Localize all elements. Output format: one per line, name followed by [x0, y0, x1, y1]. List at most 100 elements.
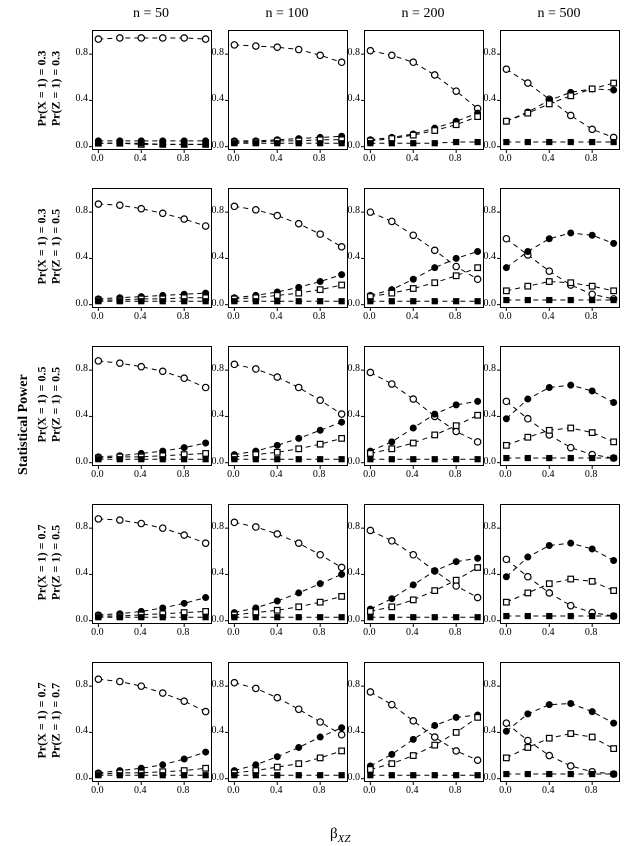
marker-filled_square [504, 455, 509, 460]
panel-svg [501, 189, 619, 307]
marker-filled_circle [453, 714, 459, 720]
marker-filled_square [182, 299, 187, 304]
marker-open_square [525, 590, 531, 596]
marker-filled_square [611, 297, 616, 302]
marker-filled_square [253, 141, 258, 146]
marker-filled_square [139, 141, 144, 146]
marker-filled_circle [611, 558, 617, 564]
panel [228, 30, 348, 150]
marker-filled_square [139, 299, 144, 304]
series-line-open_square [370, 717, 477, 769]
marker-open_square [453, 730, 459, 736]
x-tick-label: 0.8 [443, 469, 467, 480]
panel-svg [229, 663, 347, 781]
marker-open_circle [410, 552, 416, 558]
marker-open_circle [338, 244, 344, 250]
marker-filled_square [411, 457, 416, 462]
marker-open_square [504, 599, 510, 605]
marker-filled_circle [568, 230, 574, 236]
marker-open_circle [231, 679, 237, 685]
marker-filled_square [96, 773, 101, 778]
x-tick-label: 0.8 [171, 627, 195, 638]
series-line-filled_circle [98, 443, 205, 457]
marker-open_circle [568, 763, 574, 769]
marker-open_square [611, 588, 617, 594]
y-tick-label: 0.0 [472, 140, 496, 151]
panel-svg [93, 189, 211, 307]
marker-filled_square [182, 457, 187, 462]
series-line-filled_circle [370, 113, 477, 140]
y-tick-label: 0.0 [336, 614, 360, 625]
marker-filled_square [182, 615, 187, 620]
marker-open_circle [160, 368, 166, 374]
marker-filled_square [432, 457, 437, 462]
marker-open_circle [503, 66, 509, 72]
marker-filled_circle [389, 751, 395, 757]
marker-filled_circle [160, 605, 166, 611]
y-tick-label: 0.4 [200, 725, 224, 736]
panel [364, 504, 484, 624]
x-tick-label: 0.4 [128, 153, 152, 164]
marker-open_circle [546, 752, 552, 758]
panel [364, 188, 484, 308]
marker-open_circle [474, 439, 480, 445]
marker-filled_square [611, 139, 616, 144]
marker-open_circle [546, 268, 552, 274]
y-tick-label: 0.0 [472, 614, 496, 625]
x-tick-label: 0.0 [493, 153, 517, 164]
marker-filled_square [504, 771, 509, 776]
marker-filled_circle [546, 236, 552, 242]
panel [228, 346, 348, 466]
x-tick-label: 0.8 [443, 627, 467, 638]
marker-open_circle [181, 698, 187, 704]
y-tick-label: 0.8 [200, 47, 224, 58]
series-line-filled_circle [234, 728, 341, 771]
y-tick-label: 0.0 [200, 298, 224, 309]
marker-open_square [525, 110, 531, 116]
marker-open_square [389, 604, 395, 610]
series-line-open_circle [98, 38, 205, 39]
y-tick-label: 0.0 [336, 298, 360, 309]
marker-filled_circle [611, 400, 617, 406]
marker-open_square [568, 731, 574, 737]
y-tick-label: 0.4 [472, 725, 496, 736]
panel-svg [229, 189, 347, 307]
marker-filled_square [160, 773, 165, 778]
col-header: n = 100 [222, 6, 352, 22]
marker-filled_circle [432, 722, 438, 728]
marker-filled_square [117, 299, 122, 304]
series-line-open_circle [234, 522, 341, 567]
marker-open_square [589, 734, 595, 740]
marker-open_circle [231, 42, 237, 48]
marker-open_circle [231, 519, 237, 525]
marker-open_square [568, 576, 574, 582]
series-line-open_circle [370, 51, 477, 109]
marker-open_circle [525, 80, 531, 86]
marker-open_square [274, 764, 280, 770]
x-tick-label: 0.0 [493, 627, 517, 638]
marker-open_circle [296, 540, 302, 546]
series-line-filled_square [98, 143, 205, 144]
marker-open_circle [95, 201, 101, 207]
y-tick-label: 0.0 [472, 456, 496, 467]
marker-filled_circle [503, 416, 509, 422]
marker-open_square [546, 427, 552, 433]
marker-filled_square [454, 773, 459, 778]
marker-filled_square [232, 299, 237, 304]
x-tick-label: 0.8 [307, 153, 331, 164]
row-label: Pr(X = 1) = 0.3 [35, 19, 50, 159]
panel-svg [501, 505, 619, 623]
y-tick-label: 0.8 [64, 363, 88, 374]
marker-filled_circle [589, 232, 595, 238]
marker-filled_circle [203, 595, 209, 601]
x-tick-label: 0.4 [400, 785, 424, 796]
x-tick-label: 0.8 [579, 785, 603, 796]
series-line-open_circle [234, 683, 341, 735]
panel [500, 30, 620, 150]
marker-open_circle [138, 363, 144, 369]
x-tick-label: 0.8 [307, 785, 331, 796]
marker-filled_square [547, 613, 552, 618]
marker-open_circle [117, 202, 123, 208]
series-line-open_circle [98, 679, 205, 711]
series-line-open_circle [370, 212, 477, 279]
